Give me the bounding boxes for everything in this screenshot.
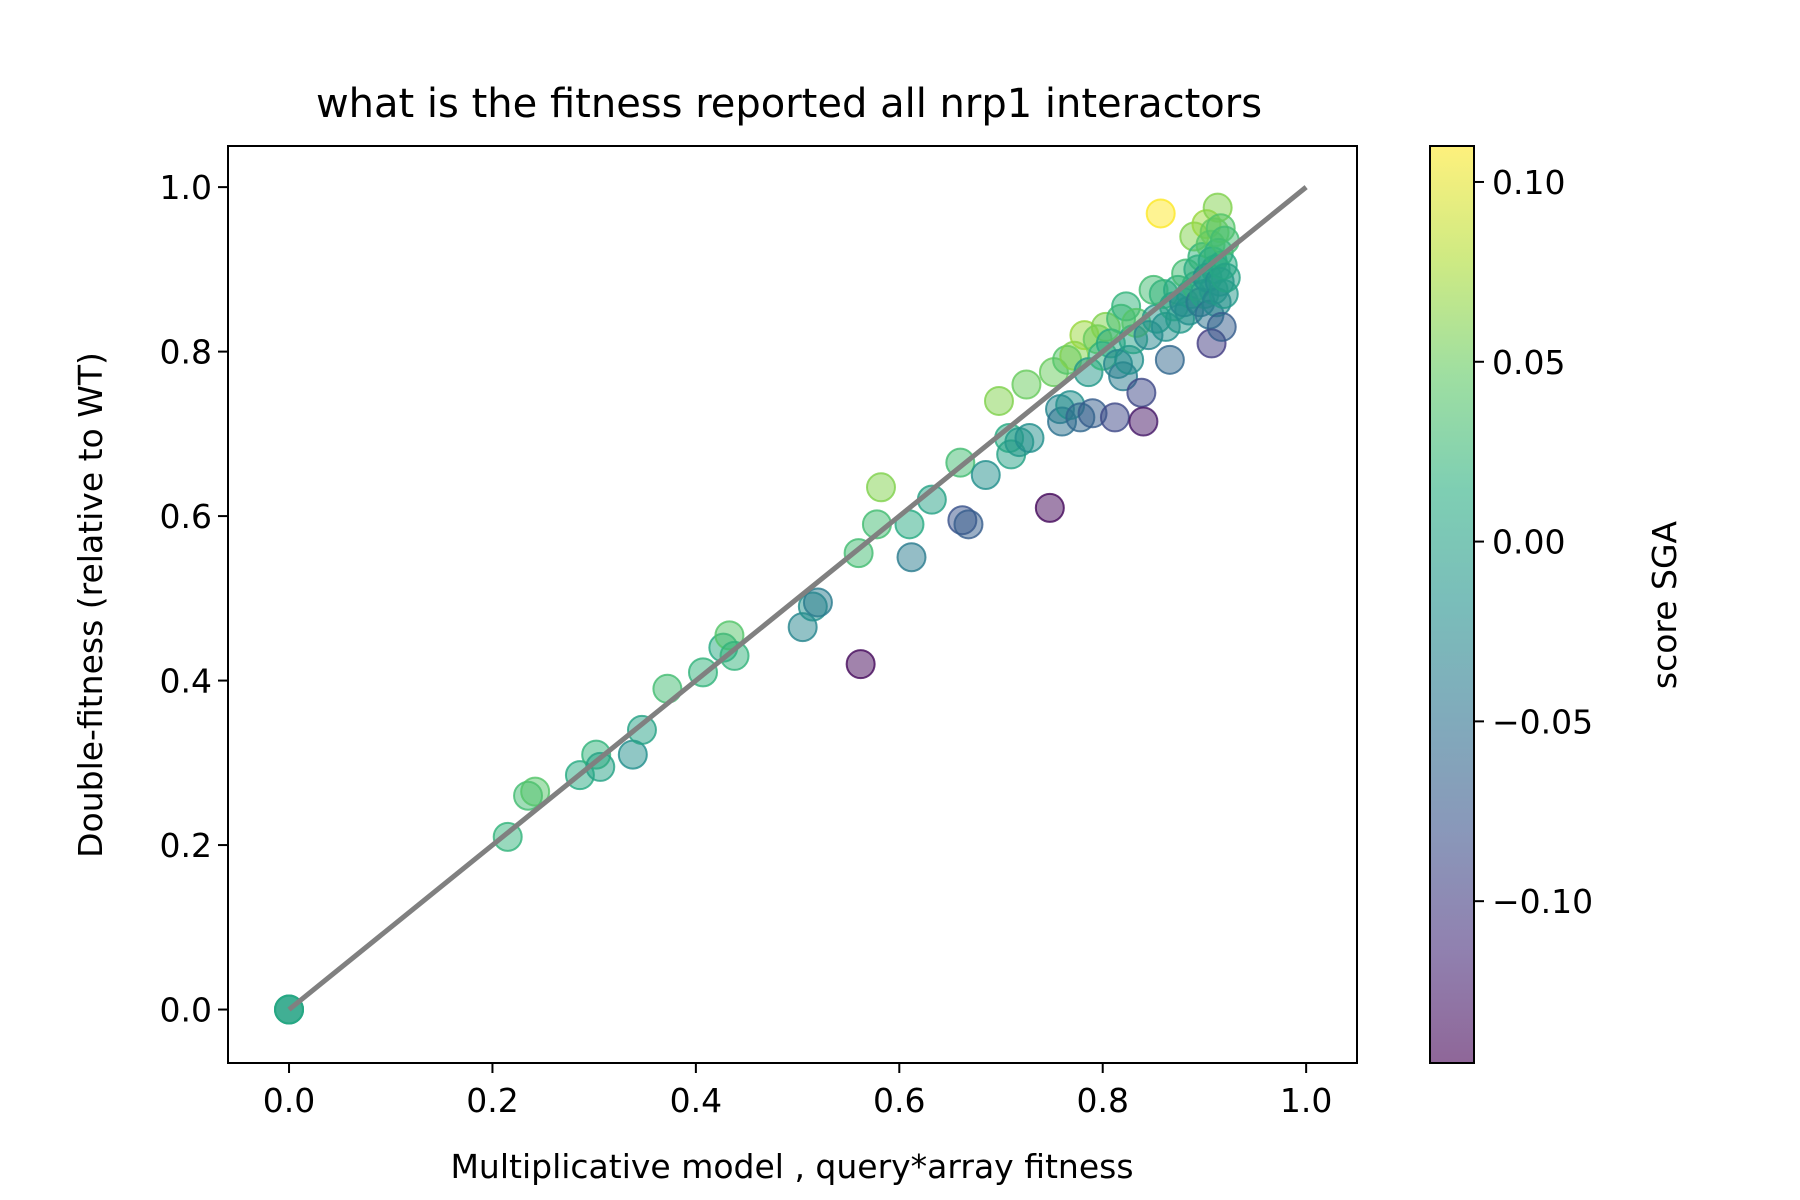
colorbar-label: score SGA (1645, 520, 1684, 689)
colorbar-tick-label: 0.10 (1492, 163, 1565, 202)
data-point (1154, 344, 1185, 375)
y-tick-label: 0.2 (160, 826, 212, 865)
y-axis-label: Double-fitness (relative to WT) (71, 352, 110, 858)
y-axis: 0.0 0.2 0.4 0.6 0.8 1.0 (160, 168, 228, 1030)
y-tick-label: 1.0 (160, 168, 212, 207)
colorbar-tick-label: −0.05 (1492, 702, 1593, 741)
data-point (1206, 311, 1237, 342)
data-point (520, 776, 551, 807)
data-point (1099, 402, 1130, 433)
data-point (1126, 377, 1157, 408)
colorbar-ticks: 0.10 0.05 0.00 −0.05 −0.10 (1474, 163, 1593, 921)
data-point (626, 714, 657, 745)
x-tick-label: 0.2 (466, 1081, 518, 1120)
colorbar-frame (1429, 145, 1475, 1064)
data-point (1014, 422, 1045, 453)
data-point (1034, 492, 1065, 523)
data-point (802, 587, 833, 618)
data-point (1128, 406, 1159, 437)
colorbar-tick-label: 0.05 (1492, 343, 1565, 382)
x-axis-label: Multiplicative model , query*array fitne… (450, 1147, 1133, 1186)
plot-frame (227, 145, 1358, 1064)
reference-line (287, 185, 1308, 1012)
data-point (1210, 262, 1241, 293)
x-tick-label: 0.0 (263, 1081, 315, 1120)
x-tick-label: 0.4 (670, 1081, 722, 1120)
x-axis: 0.0 0.2 0.4 0.6 0.8 1.0 (263, 1063, 1332, 1120)
data-point (953, 509, 984, 540)
colorbar-tick-label: −0.10 (1492, 882, 1593, 921)
data-point (845, 649, 876, 680)
y-tick-label: 0.4 (160, 662, 212, 701)
x-tick-label: 1.0 (1280, 1081, 1332, 1120)
data-point (1011, 369, 1042, 400)
y-tick-label: 0.6 (160, 497, 212, 536)
x-tick-label: 0.6 (873, 1081, 925, 1120)
chart-title: what is the fitness reported all nrp1 in… (316, 81, 1262, 127)
data-point (896, 542, 927, 573)
data-point (1145, 198, 1176, 229)
x-tick-label: 0.8 (1076, 1081, 1128, 1120)
data-point (865, 472, 896, 503)
colorbar: 0.10 0.05 0.00 −0.05 −0.10 score SGA (1429, 145, 1684, 1064)
data-point (970, 459, 1001, 490)
data-point (983, 385, 1014, 416)
y-tick-label: 0.8 (160, 333, 212, 372)
colorbar-tick-label: 0.00 (1492, 523, 1565, 562)
y-tick-label: 0.0 (160, 991, 212, 1030)
colorbar-gradient (1430, 146, 1474, 1063)
data-point (719, 640, 750, 671)
